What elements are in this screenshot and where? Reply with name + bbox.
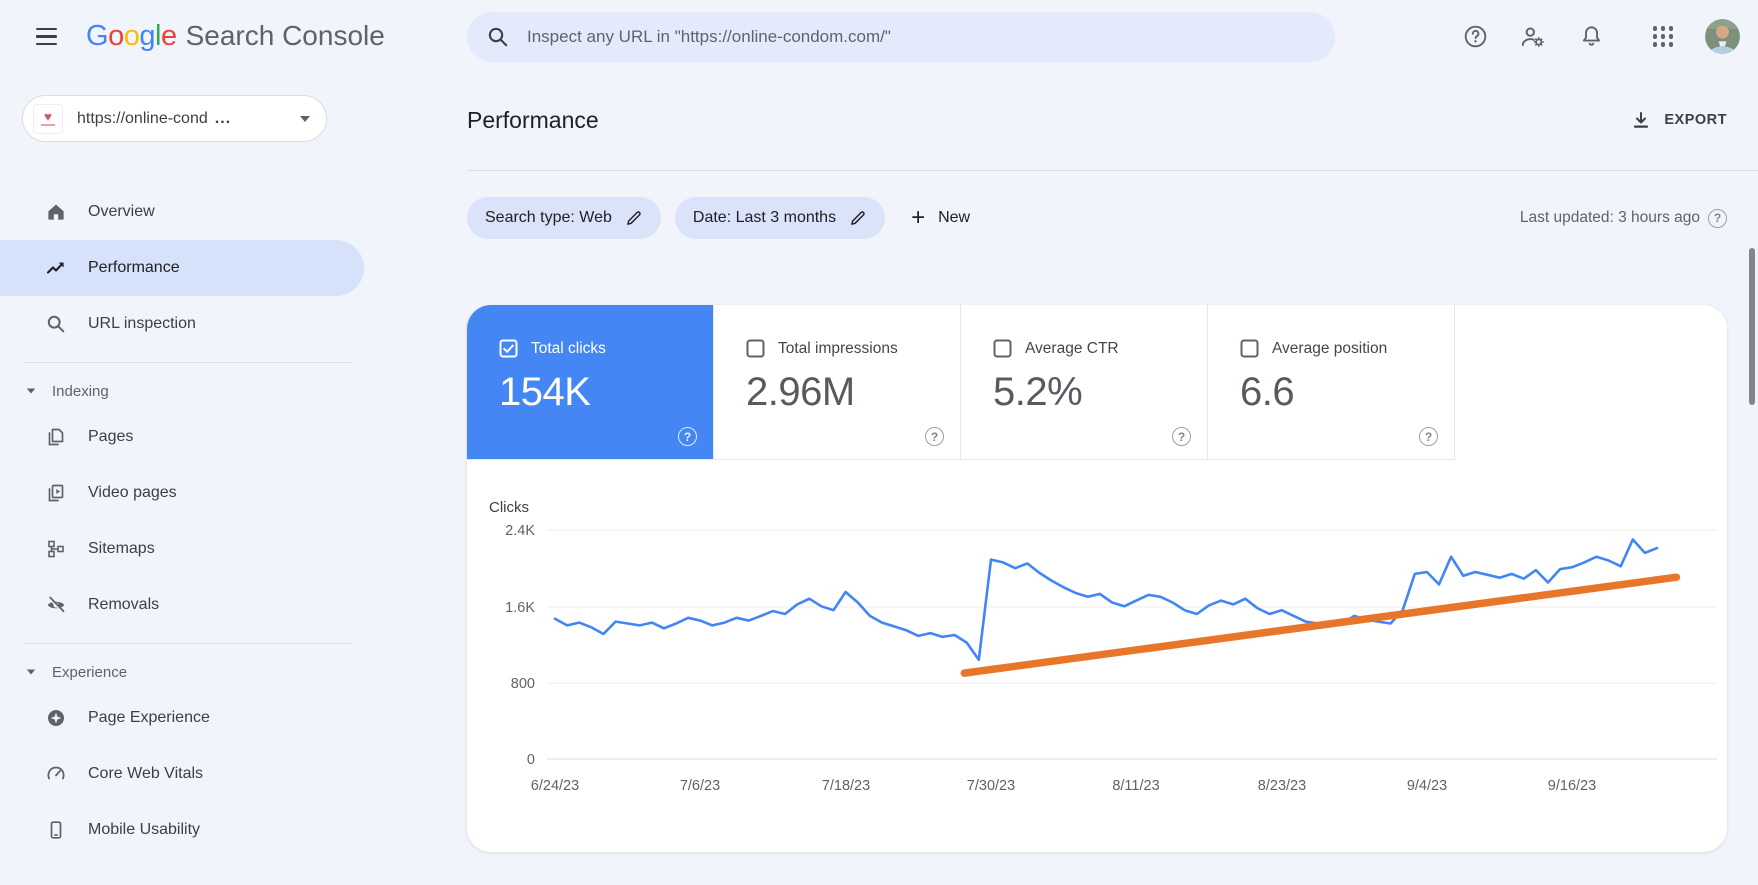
chevron-down-icon	[300, 115, 310, 122]
clicks-chart-area: Clicks 2.4K 1.6K 800 0 6/24/23 7/6/23 7/…	[467, 460, 1727, 852]
search-icon	[488, 27, 508, 47]
search-type-filter-chip[interactable]: Search type: Web	[467, 197, 661, 239]
x-tick: 7/18/23	[822, 778, 870, 794]
metric-card-total-impressions[interactable]: Total impressions 2.96M ?	[714, 305, 961, 460]
x-tick: 7/6/23	[680, 778, 720, 794]
sidebar-item-removals[interactable]: Removals	[0, 577, 364, 633]
top-app-bar: Google Search Console	[0, 0, 1758, 73]
magnifier-icon	[47, 315, 65, 333]
metric-value: 154K	[499, 370, 591, 414]
edit-pencil-icon	[627, 211, 641, 225]
account-avatar[interactable]	[1705, 19, 1740, 54]
help-circle-icon[interactable]: ?	[678, 427, 697, 446]
help-circle-icon[interactable]: ?	[1172, 427, 1191, 446]
help-icon	[1464, 25, 1486, 48]
help-circle-icon[interactable]: ?	[1708, 208, 1727, 228]
sidebar-item-core-web-vitals[interactable]: Core Web Vitals	[0, 746, 364, 802]
checkbox-unchecked-icon[interactable]	[1240, 339, 1259, 358]
divider	[24, 643, 352, 644]
edit-pencil-icon	[851, 211, 865, 225]
sidebar-item-performance[interactable]: Performance	[0, 240, 364, 296]
sidebar-item-video-pages[interactable]: Video pages	[0, 465, 364, 521]
smartphone-icon	[50, 821, 62, 839]
sidebar-item-page-experience[interactable]: Page Experience	[0, 690, 364, 746]
notifications-button[interactable]	[1569, 15, 1613, 59]
section-indexing[interactable]: Indexing	[0, 373, 364, 409]
search-input[interactable]	[527, 27, 1315, 47]
hamburger-menu-icon[interactable]	[22, 13, 70, 61]
app-logo[interactable]: Google Search Console	[86, 20, 385, 53]
checkbox-unchecked-icon[interactable]	[746, 339, 765, 358]
performance-panel: Total clicks 154K ? Total impressions 2.…	[467, 305, 1727, 852]
metric-card-total-clicks[interactable]: Total clicks 154K ?	[467, 305, 714, 460]
metric-cards: Total clicks 154K ? Total impressions 2.…	[467, 305, 1727, 460]
metric-value: 5.2%	[993, 370, 1083, 414]
speedometer-icon	[47, 766, 65, 780]
section-collapse-icon	[26, 388, 36, 394]
google-apps-button[interactable]	[1641, 15, 1685, 59]
url-inspect-searchbox[interactable]	[467, 12, 1335, 62]
y-tick: 1.6K	[505, 600, 535, 616]
x-tick: 6/24/23	[531, 778, 579, 794]
clicks-line-series	[553, 538, 1659, 662]
x-tick: 8/23/23	[1258, 778, 1306, 794]
trend-annotation-line	[960, 573, 1681, 677]
heart-icon: ♥	[44, 109, 52, 125]
pages-icon	[48, 428, 64, 446]
metric-value: 6.6	[1240, 370, 1295, 414]
divider	[467, 170, 1758, 171]
metric-card-average-ctr[interactable]: Average CTR 5.2% ?	[961, 305, 1208, 460]
property-selector[interactable]: ♥ https://online-cond ...	[22, 95, 327, 142]
trending-up-icon	[46, 262, 64, 274]
sidebar-item-url-inspection[interactable]: URL inspection	[0, 296, 364, 352]
sidebar-item-pages[interactable]: Pages	[0, 409, 364, 465]
page-experience-icon	[48, 710, 64, 726]
export-button[interactable]: EXPORT	[1631, 110, 1727, 130]
sidebar-nav: Overview Performance URL inspection Inde…	[0, 184, 364, 858]
apps-grid-icon	[1652, 26, 1674, 47]
plus-icon: +	[911, 204, 926, 231]
sidebar: ♥ https://online-cond ... Overview Perfo…	[0, 73, 364, 885]
user-settings-icon	[1521, 26, 1544, 47]
y-tick: 0	[527, 752, 535, 768]
video-pages-icon	[48, 484, 64, 502]
main-content: Performance EXPORT Search type: Web Date…	[467, 73, 1758, 885]
product-name: Search Console	[185, 20, 385, 51]
download-icon	[1634, 112, 1649, 128]
last-updated: Last updated: 3 hours ago ?	[1520, 208, 1727, 228]
metric-value: 2.96M	[746, 370, 855, 414]
x-tick: 7/30/23	[967, 778, 1015, 794]
section-collapse-icon	[26, 669, 36, 675]
sidebar-item-mobile-usability[interactable]: Mobile Usability	[0, 802, 364, 858]
chart-axis-title: Clicks	[489, 499, 529, 516]
home-icon	[48, 204, 64, 220]
metric-card-average-position[interactable]: Average position 6.6 ?	[1208, 305, 1455, 460]
eye-off-icon	[47, 596, 65, 613]
divider	[24, 362, 352, 363]
property-favicon: ♥	[33, 103, 63, 134]
x-tick: 9/4/23	[1407, 778, 1447, 794]
checkbox-unchecked-icon[interactable]	[993, 339, 1012, 358]
y-tick: 2.4K	[505, 523, 535, 539]
sitemaps-icon	[48, 540, 64, 558]
help-button[interactable]	[1453, 15, 1497, 59]
x-tick: 9/16/23	[1548, 778, 1596, 794]
checkbox-checked-icon[interactable]	[499, 339, 518, 358]
google-logo: Google	[86, 20, 177, 52]
property-url: https://online-cond	[77, 109, 208, 127]
date-filter-chip[interactable]: Date: Last 3 months	[674, 197, 886, 239]
help-circle-icon[interactable]: ?	[925, 427, 944, 446]
help-circle-icon[interactable]: ?	[1419, 427, 1438, 446]
sidebar-item-sitemaps[interactable]: Sitemaps	[0, 521, 364, 577]
clicks-chart[interactable]: Clicks 2.4K 1.6K 800 0 6/24/23 7/6/23 7/…	[467, 460, 1727, 852]
sidebar-item-overview[interactable]: Overview	[0, 184, 364, 240]
page-title: Performance	[467, 106, 599, 133]
vertical-scrollbar[interactable]	[1749, 248, 1755, 405]
section-experience[interactable]: Experience	[0, 654, 364, 690]
bell-icon	[1582, 26, 1600, 46]
new-filter-button[interactable]: + New	[911, 204, 971, 231]
y-tick: 800	[511, 676, 535, 692]
user-settings-button[interactable]	[1511, 15, 1555, 59]
x-tick: 8/11/23	[1112, 778, 1159, 794]
